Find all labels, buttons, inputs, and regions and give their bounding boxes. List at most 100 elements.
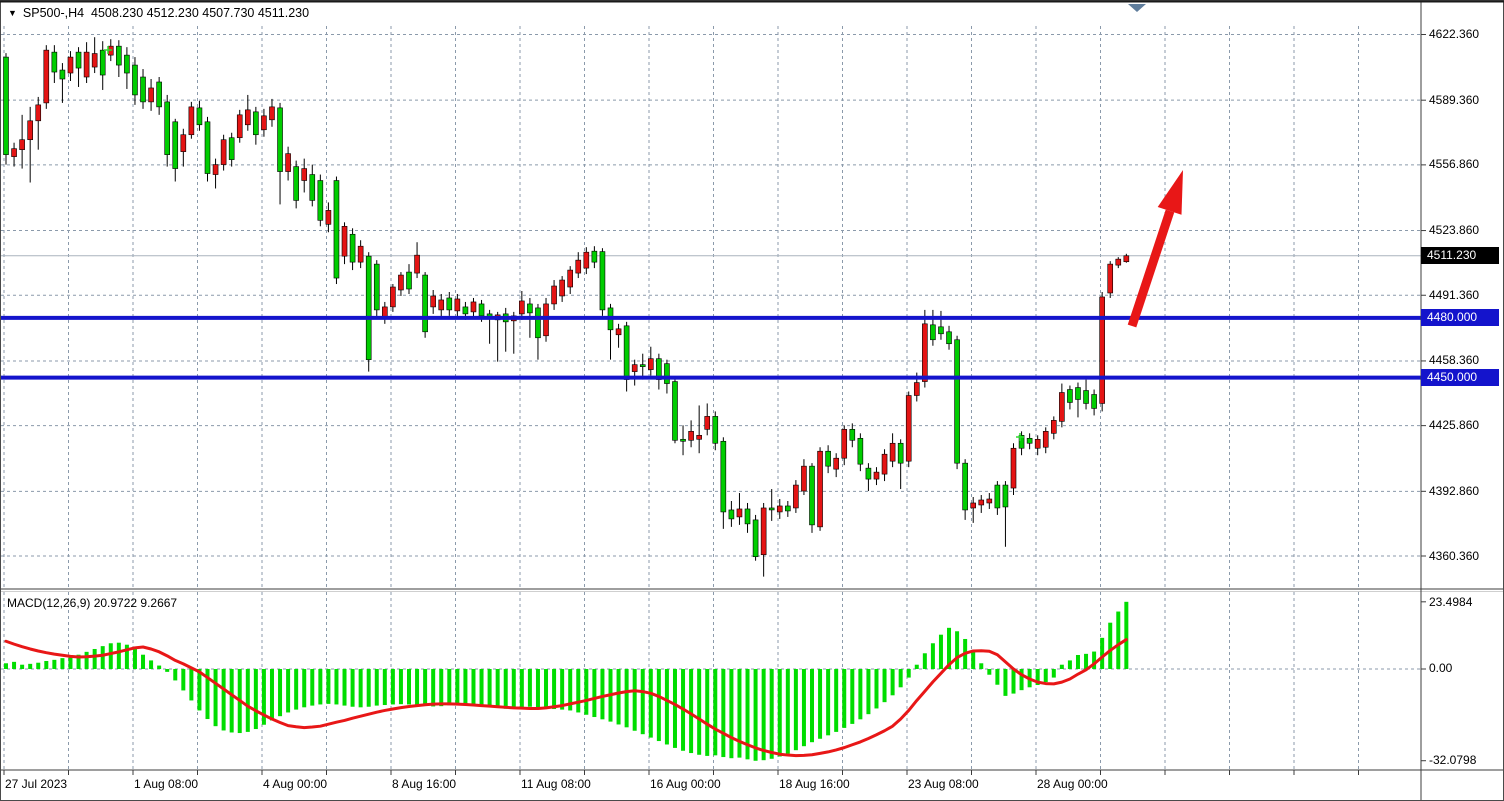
symbol-dropdown-icon[interactable]: ▼ [8,8,17,18]
candle-body [817,450,823,528]
macd-histogram-bar [4,663,8,669]
candle-body [680,438,686,442]
macd-histogram-bar [874,669,879,709]
macd-histogram-bar [769,669,774,759]
time-axis[interactable]: 27 Jul 2023 1 Aug 08:00 4 Aug 00:00 8 Aug 1… [0,771,1421,801]
candle-body [776,505,783,513]
macd-histogram-bar [745,669,750,760]
macd-histogram-bar [729,669,734,759]
current-price-label: 4511.230 [1421,247,1499,265]
candle-body [793,484,799,509]
macd-histogram-bar [261,669,266,725]
candle-body [132,64,138,96]
macd-histogram-bar [1124,601,1129,669]
candle-body [1026,437,1033,444]
candle-body [317,180,324,221]
candle-body [357,245,364,263]
candle-body [1099,296,1105,404]
candle-body [245,109,251,126]
macd-histogram-bar [253,669,258,730]
candle-body [954,339,960,464]
candle-body [164,101,170,155]
macd-histogram-bar [390,669,395,705]
macd-histogram-bar [471,669,476,705]
candle-body [462,306,469,315]
macd-histogram-bar [914,664,919,669]
macd-histogram-bar [463,669,468,704]
macd-histogram-bar [834,669,839,732]
macd-histogram-bar [173,669,178,681]
candle-body [406,271,412,290]
macd-histogram-bar [632,669,637,731]
macd-histogram-bar [793,669,798,751]
candle-body [148,87,154,103]
time-tick-label: 28 Aug 00:00 [1037,777,1108,791]
macd-histogram-bar [286,669,291,713]
macd-histogram-bar [116,642,121,669]
macd-axis-max: 23.4984 [1429,595,1473,609]
level-4480-label[interactable]: 4480.000 [1421,309,1499,327]
macd-histogram-bar [205,669,210,720]
macd-histogram-bar [28,663,33,669]
macd-histogram-bar [455,669,460,705]
price-tick-label: 4589.360 [1429,92,1480,107]
macd-histogram-bar [866,669,871,715]
macd-histogram-bar [358,669,363,708]
time-tick-label: 11 Aug 08:00 [521,777,591,791]
macd-histogram-bar [423,669,428,706]
macd-histogram-bar [108,643,113,669]
candle-body [35,104,42,122]
macd-histogram-bar [407,669,411,705]
candle-body [1083,390,1089,404]
macd-histogram-bar [672,669,677,748]
macd-histogram-bar [245,669,250,732]
candle-body [1002,484,1009,508]
macd-histogram-bar [100,646,105,669]
macd-histogram-bar [568,669,573,711]
macd-histogram-bar [1051,669,1056,678]
macd-histogram-bar [503,669,508,709]
candle-body [970,502,977,509]
candle-body [1123,255,1130,263]
candle-body [398,274,404,291]
level-4450-label[interactable]: 4450.000 [1421,369,1499,387]
macd-histogram-bar [995,669,1000,685]
macd-histogram-bar [278,669,283,717]
macd-histogram-bar [971,650,976,669]
chart-title: ▼ SP500-,H4 4508.230 4512.230 4507.730 45… [8,6,309,20]
macd-histogram-bar [1059,664,1064,669]
candle-body [752,519,759,558]
macd-histogram-bar [20,664,25,669]
candle-body [470,301,477,313]
macd-histogram-bar [334,669,339,705]
candle-body [301,168,308,181]
trend-arrow[interactable] [1127,170,1183,328]
candle-body [333,180,340,279]
macd-histogram-bar [84,651,89,669]
macd-histogram-bar [149,660,154,669]
candle-body [881,453,888,475]
macd-histogram-bar [1067,660,1072,669]
time-tick-label: 18 Aug 16:00 [779,777,850,791]
macd-histogram-bar [1011,669,1016,694]
candle-body [575,259,582,274]
macd-histogram-bar [656,669,661,742]
macd-histogram-bar [157,665,162,669]
candle-body [220,139,227,165]
macd-histogram-bar [221,669,226,731]
candle-body [156,81,162,108]
candle-body [1010,447,1017,489]
candle-body [664,363,670,384]
candle-body [994,484,1001,509]
macd-histogram-bar [689,669,694,754]
candle-body [341,226,348,257]
time-tick-label: 1 Aug 08:00 [134,777,199,791]
candle-body [736,508,743,518]
macd-histogram-bar [777,669,782,757]
macd-histogram-bar [544,669,549,709]
macd-histogram-bar [229,669,234,733]
macd-histogram-bar [92,648,97,669]
candle-body [373,263,380,311]
candle-body [599,251,606,311]
